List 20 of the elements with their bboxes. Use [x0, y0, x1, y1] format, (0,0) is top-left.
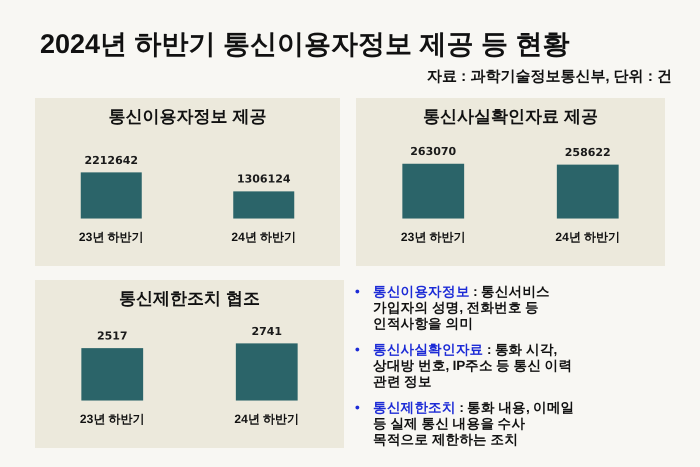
x-tick-label: 23년 하반기: [400, 230, 466, 244]
text: • 통신제한조치 : 통화 내용, 이메일 등 실제 통신 내용을 수사 목적으로 제한하는 조치: [354, 400, 576, 448]
x-tick-label: 23년 하반기: [80, 412, 145, 426]
data-label: 2517: [96, 329, 128, 342]
x-tick-label: 23년 하반기: [78, 230, 144, 244]
data-label: 263070: [410, 145, 457, 158]
data-label: 2212642: [84, 154, 138, 167]
data-label: 2741: [251, 324, 282, 338]
text: 자료 : 과학기술정보통신부, 단위 : 건: [427, 67, 672, 87]
chart-title: 통신사실확인자료 제공: [422, 106, 599, 128]
data-label: 1306124: [236, 172, 291, 186]
text: • 통신사실확인자료 : 통화 시각, 상대방 번호, IP주소 등 통신 이력 관련 정보: [354, 342, 574, 390]
x-tick-label: 24년 하반기: [555, 230, 620, 244]
chart-title: 통신이용자정보 제공: [108, 106, 268, 128]
text: 2024년 하반기 통신이용자정보 제공 등 현황: [40, 28, 570, 61]
x-tick-label: 24년 하반기: [234, 412, 300, 426]
data-label: 258622: [564, 146, 611, 159]
chart-title: 통신제한조치 협조: [118, 288, 261, 310]
x-tick-label: 24년 하반기: [231, 230, 296, 244]
text: • 통신이용자정보 : 통신서비스 가입자의 성명, 전화번호 등 인적사항을 의미: [354, 284, 552, 332]
